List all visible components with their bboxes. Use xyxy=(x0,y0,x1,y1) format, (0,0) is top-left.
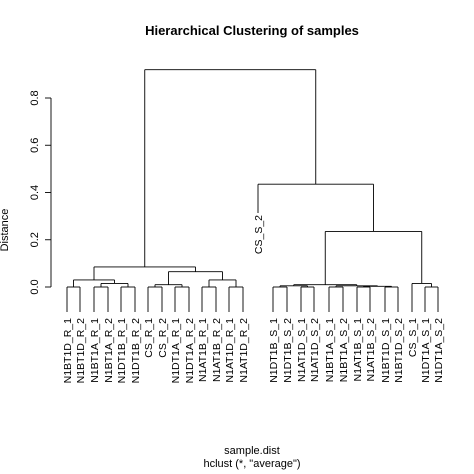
leaf-label: N1DT1B_R_1 xyxy=(116,318,128,384)
leaf-label: CS_S_1 xyxy=(407,318,419,357)
leaf-label: N1BT1A_R_2 xyxy=(103,318,115,383)
leaf-label: CS_R_1 xyxy=(143,318,155,358)
leaf-label: N1BT1D_R_1 xyxy=(62,318,74,384)
y-tick-label: 0.8 xyxy=(29,90,41,105)
y-tick-label: 0.0 xyxy=(29,279,41,294)
leaf-label: N1DT1B_S_1 xyxy=(268,318,280,383)
leaf-label: N1AT1B_R_1 xyxy=(197,318,209,382)
leaf-label: N1DT1B_S_2 xyxy=(282,318,294,383)
method-sublabel: hclust (*, "average") xyxy=(203,458,300,470)
leaf-label: N1AT1B_R_2 xyxy=(211,318,223,382)
leaf-label: N1BT1A_S_1 xyxy=(324,318,336,382)
leaf-label: N1DT1A_S_1 xyxy=(420,318,432,383)
leaf-label: N1BT1D_R_2 xyxy=(75,318,87,384)
leaf-label: N1AT1D_S_1 xyxy=(296,318,308,382)
x-axis-label: sample.dist xyxy=(224,445,280,457)
leaf-label: N1DT1B_R_2 xyxy=(130,318,142,384)
y-axis-label: Distance xyxy=(0,209,11,252)
leaf-label: N1AT1D_R_1 xyxy=(224,318,236,383)
leaf-label: N1AT1D_S_2 xyxy=(309,318,321,382)
y-ticks: 0.0 0.2 0.4 0.6 0.8 xyxy=(29,90,51,295)
leaf-label: N1DT1A_R_1 xyxy=(170,318,182,384)
leaf-label: N1BT1D_S_2 xyxy=(393,318,405,383)
leaf-label: CS_R_2 xyxy=(157,318,169,358)
leaf-label: N1AT1B_S_1 xyxy=(352,318,364,382)
dendrogram-branches xyxy=(66,69,439,312)
leaf-label: CS_S_2 xyxy=(253,215,265,254)
leaf-label: N1BT1A_R_1 xyxy=(89,318,101,383)
leaf-labels: N1BT1D_R_1 N1BT1D_R_2 N1BT1A_R_1 N1BT1A_R_2… xyxy=(62,215,445,384)
leaf-label: N1DT1A_R_2 xyxy=(184,318,196,384)
leaf-label: N1AT1B_S_2 xyxy=(365,318,377,382)
chart-title: Hierarchical Clustering of samples xyxy=(145,23,359,38)
y-tick-label: 0.6 xyxy=(29,138,41,153)
y-tick-label: 0.4 xyxy=(29,185,41,200)
leaf-label: N1DT1A_S_2 xyxy=(433,318,445,383)
y-axis: 0.0 0.2 0.4 0.6 0.8 Distance xyxy=(0,90,52,295)
leaf-label: N1AT1D_R_2 xyxy=(238,318,250,383)
y-tick-label: 0.2 xyxy=(29,232,41,247)
leaf-label: N1BT1A_S_2 xyxy=(338,318,350,382)
leaf-label: N1BT1D_S_1 xyxy=(380,318,392,383)
